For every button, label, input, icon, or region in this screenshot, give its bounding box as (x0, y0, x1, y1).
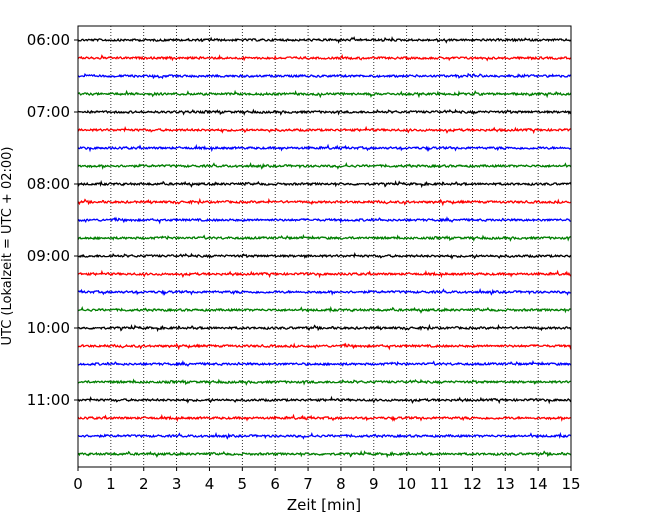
y-tick-label: 08:00 (27, 175, 70, 193)
trace-line (77, 395, 572, 405)
x-tick-label: 12 (463, 475, 482, 493)
trace-line (77, 378, 572, 386)
y-tick-label: 06:00 (27, 31, 70, 49)
trace-group (77, 35, 572, 459)
plot-frame (77, 25, 572, 468)
x-tick-label: 4 (205, 475, 215, 493)
x-tick-label: 6 (270, 475, 280, 493)
trace-line (77, 35, 572, 44)
trace-line (77, 342, 572, 351)
trace-line (77, 216, 572, 225)
trace-line (77, 305, 572, 314)
x-tick-label: 11 (430, 475, 449, 493)
trace-line (77, 143, 572, 153)
x-tick-label: 10 (397, 475, 416, 493)
trace-line (77, 449, 572, 459)
y-axis-label: UTC (Lokalzeit = UTC + 02:00) (0, 147, 15, 346)
x-tick-label: 14 (529, 475, 548, 493)
x-tick-label: 13 (496, 475, 515, 493)
x-tick-label: 2 (139, 475, 149, 493)
x-tick-label: 9 (369, 475, 379, 493)
trace-line (77, 89, 572, 99)
trace-line (77, 125, 572, 135)
trace-line (77, 108, 572, 116)
trace-line (77, 233, 572, 242)
trace-line (77, 197, 572, 207)
y-tick-label: 10:00 (27, 319, 70, 337)
trace-line (77, 162, 572, 170)
y-tick-label: 07:00 (27, 103, 70, 121)
trace-line (77, 413, 572, 423)
x-tick-label: 5 (238, 475, 248, 493)
trace-line (77, 431, 572, 440)
x-tick-label: 7 (303, 475, 313, 493)
x-axis-label: Zeit [min] (287, 496, 361, 514)
trace-line (77, 323, 572, 333)
y-tick-label: 11:00 (27, 391, 70, 409)
x-tick-label: 8 (336, 475, 346, 493)
x-tick-label: 1 (106, 475, 116, 493)
trace-line (77, 359, 572, 367)
trace-line (77, 269, 572, 279)
trace-line (77, 72, 572, 80)
x-tick-label: 3 (172, 475, 182, 493)
x-tick-label: 0 (73, 475, 83, 493)
y-axis-ticks: 06:00 07:00 08:00 09:00 10:00 11:00 (27, 31, 78, 409)
trace-line (77, 288, 572, 296)
trace-line (78, 251, 572, 260)
trace-line (77, 53, 572, 62)
x-tick-label: 15 (561, 475, 580, 493)
trace-line (77, 179, 572, 189)
x-axis-ticks: 0 1 2 3 4 5 6 7 8 9 10 11 12 13 14 15 (73, 467, 581, 493)
y-tick-label: 09:00 (27, 247, 70, 265)
